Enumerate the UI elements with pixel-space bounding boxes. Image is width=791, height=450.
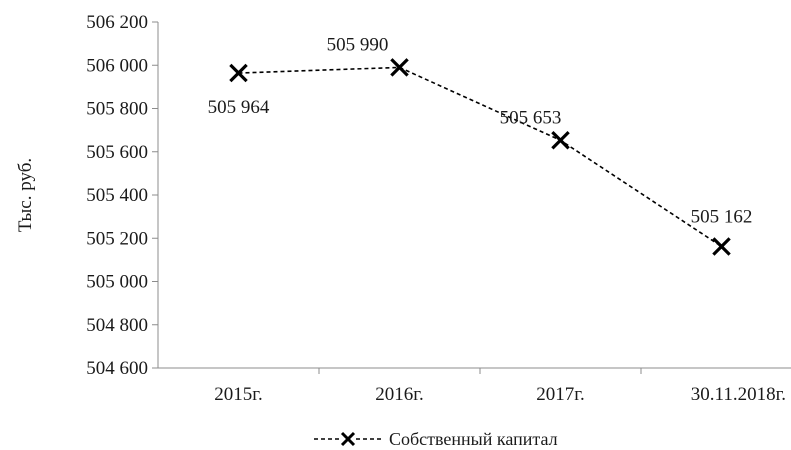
y-tick-label: 505 000 bbox=[86, 272, 148, 293]
axes bbox=[157, 22, 791, 369]
y-tick-label: 506 200 bbox=[86, 12, 148, 33]
y-tick-label: 505 200 bbox=[86, 228, 148, 249]
y-ticks: 504 600 504 800 505 000 505 200 505 400 505 6… bbox=[86, 12, 158, 379]
data-point-x-marker bbox=[229, 63, 248, 83]
legend-series-label: Собственный капитал bbox=[389, 429, 558, 449]
y-tick-label: 506 000 bbox=[86, 55, 148, 76]
y-tick-label: 504 800 bbox=[86, 315, 148, 336]
data-label: 505 653 bbox=[500, 107, 562, 128]
data-label: 505 990 bbox=[327, 34, 389, 55]
y-axis-label: Тыс. руб. bbox=[15, 158, 36, 232]
x-category-label: 2017г. bbox=[536, 384, 584, 405]
series-line bbox=[238, 66, 722, 248]
x-category-label: 2016г. bbox=[375, 384, 423, 405]
y-tick-label: 505 600 bbox=[86, 142, 148, 163]
y-tick-label: 505 400 bbox=[86, 185, 148, 206]
x-categories: 2015г. 2016г. 2017г. 30.11.2018г. bbox=[214, 368, 786, 405]
data-label: 505 162 bbox=[691, 206, 753, 227]
legend: Собственный капитал bbox=[314, 429, 558, 449]
series-layer bbox=[229, 58, 731, 256]
data-labels: 505 964 505 990 505 653 505 162 bbox=[208, 34, 753, 227]
legend-marker-x-icon bbox=[340, 431, 356, 447]
y-tick-label: 505 800 bbox=[86, 99, 148, 120]
data-point-x-marker bbox=[390, 58, 409, 77]
data-label: 505 964 bbox=[208, 97, 270, 118]
data-point-x-marker bbox=[551, 131, 570, 150]
x-category-label: 30.11.2018г. bbox=[691, 384, 786, 405]
y-tick-label: 504 600 bbox=[86, 358, 148, 379]
x-category-label: 2015г. bbox=[214, 384, 262, 405]
data-point-x-marker bbox=[712, 237, 731, 256]
